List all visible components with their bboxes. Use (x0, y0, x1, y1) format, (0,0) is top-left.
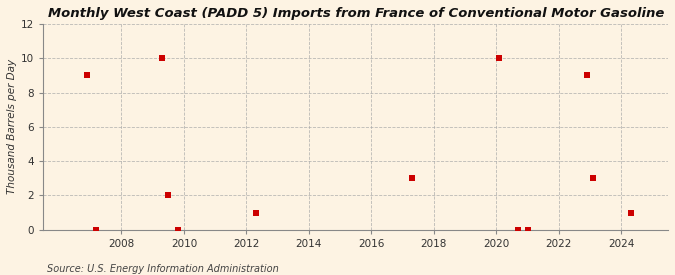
Point (172, 228, 183, 232)
Point (91, 228, 102, 232)
Point (250, 210, 261, 215)
Point (82, 73, 92, 78)
Point (581, 73, 592, 78)
Point (625, 210, 636, 215)
Y-axis label: Thousand Barrels per Day: Thousand Barrels per Day (7, 59, 17, 194)
Point (513, 228, 524, 232)
Text: Source: U.S. Energy Information Administration: Source: U.S. Energy Information Administ… (47, 264, 279, 274)
Point (406, 176, 417, 180)
Point (163, 193, 173, 198)
Point (522, 228, 533, 232)
Title: Monthly West Coast (PADD 5) Imports from France of Conventional Motor Gasoline: Monthly West Coast (PADD 5) Imports from… (47, 7, 664, 20)
Point (157, 56, 167, 60)
Point (588, 176, 599, 180)
Point (494, 56, 505, 60)
